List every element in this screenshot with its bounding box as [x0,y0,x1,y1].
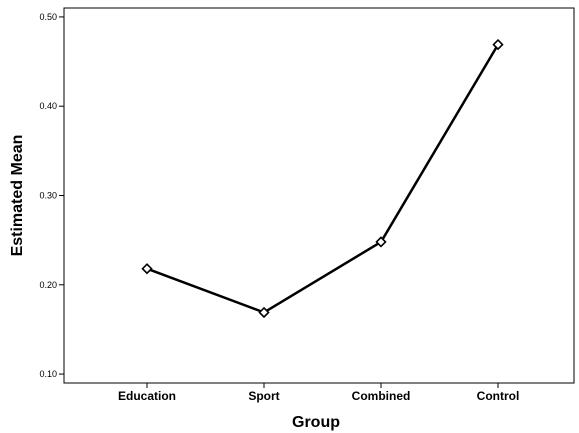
data-point-education [141,263,153,275]
data-point-sport [258,306,270,319]
y-tick-label: 0.50 [39,12,57,22]
plot-frame [63,7,575,384]
y-tick-label: 0.30 [39,191,57,201]
y-tick-label: 0.10 [39,369,57,379]
x-axis-title: Group [292,414,340,431]
x-axis-ticks: Education Sport Combined Control [118,383,519,403]
y-axis-ticks: 0.10 0.20 0.30 0.40 0.50 [39,12,64,379]
series-line [146,43,500,314]
series-layer [141,38,504,319]
data-point-combined [375,236,387,248]
x-tick-label: Sport [248,389,279,403]
x-tick-label: Combined [352,389,411,403]
x-tick-label: Control [477,389,520,403]
y-tick-label: 0.40 [39,101,57,111]
y-tick-label: 0.20 [39,280,57,290]
y-axis-title: Estimated Mean [9,135,26,257]
data-point-control [492,38,504,51]
plot-border [63,7,575,384]
x-tick-label: Education [118,389,176,403]
